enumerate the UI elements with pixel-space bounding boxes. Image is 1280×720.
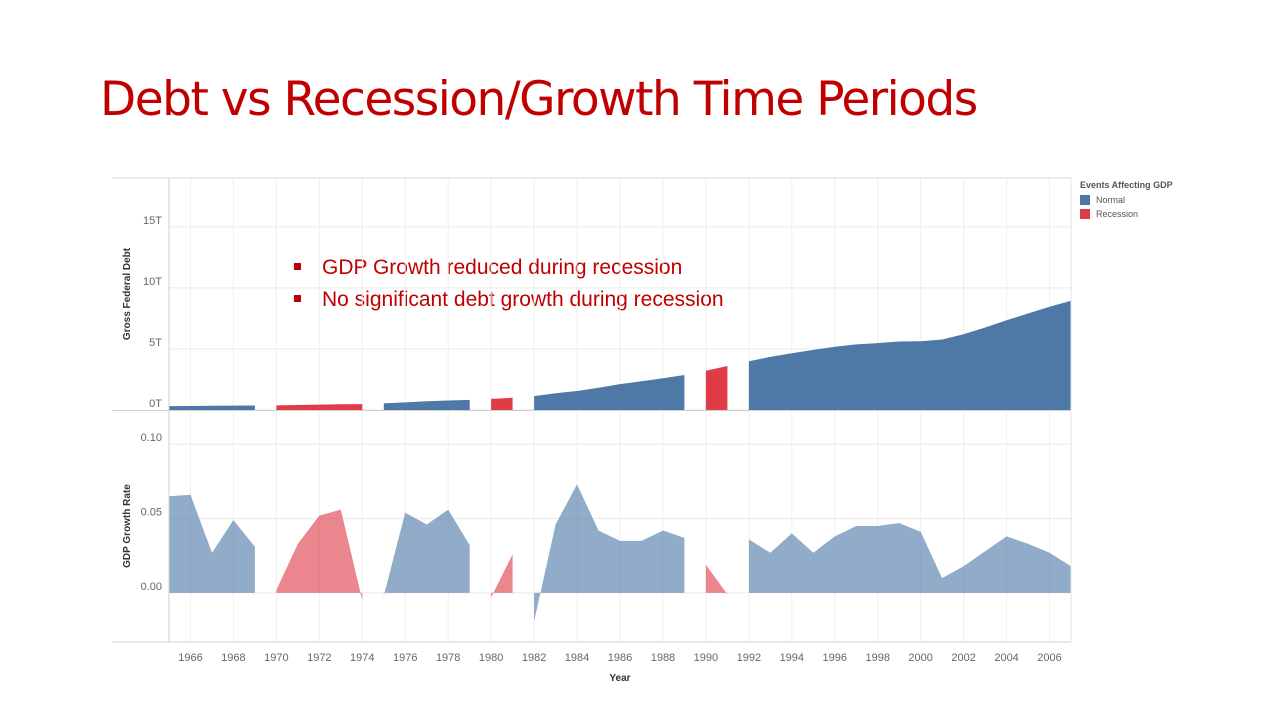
bullet-item: GDP Growth reduced during recession (293, 255, 724, 287)
area-recession-1970 (276, 509, 363, 601)
area-normal-1975 (383, 399, 470, 410)
y-axis-label: GDP Growth Rate (122, 484, 133, 568)
x-tick-label: 1980 (479, 652, 503, 664)
y-tick-label: 5T (149, 337, 162, 349)
area-recession-1970 (276, 404, 363, 410)
area-recession-1980 (491, 554, 513, 598)
area-recession-1990 (705, 564, 728, 595)
area-normal-1975 (383, 509, 470, 596)
chart-legend: Events Affecting GDP Normal Recession (1080, 180, 1173, 221)
area-normal-1992 (748, 300, 1071, 410)
x-tick-label: 1994 (780, 652, 804, 664)
x-tick-label: 1982 (522, 652, 546, 664)
bullet-square-icon (294, 263, 301, 270)
x-tick-label: 1998 (865, 652, 889, 664)
x-tick-label: 1992 (737, 652, 761, 664)
y-tick-label: 0.05 (141, 507, 162, 519)
x-tick-label: 1990 (694, 652, 718, 664)
y-tick-label: 0T (149, 398, 162, 410)
x-tick-label: 1970 (264, 652, 288, 664)
bullet-item: No significant debt growth during recess… (293, 287, 724, 319)
y-tick-label: 10T (143, 276, 162, 288)
area-normal-1992 (748, 523, 1071, 593)
area-recession-1990 (705, 366, 728, 410)
legend-label-normal: Normal (1096, 195, 1126, 205)
x-tick-label: 1966 (178, 652, 202, 664)
x-tick-label: 1976 (393, 652, 417, 664)
x-tick-label: 2006 (1037, 652, 1061, 664)
x-tick-label: 1986 (608, 652, 632, 664)
legend-label-recession: Recession (1096, 209, 1139, 219)
bullet-square-icon (294, 295, 301, 302)
area-normal-1965 (169, 405, 255, 410)
area-normal-1982 (534, 484, 685, 622)
x-tick-label: 1984 (565, 652, 589, 664)
x-tick-label: 1972 (307, 652, 331, 664)
y-tick-label: 15T (143, 215, 162, 227)
legend-item-normal[interactable]: Normal (1080, 193, 1173, 207)
legend-swatch-normal (1080, 195, 1090, 205)
x-tick-label: 2002 (951, 652, 975, 664)
area-recession-1980 (491, 397, 513, 410)
bullet-text: No significant debt growth during recess… (322, 288, 724, 311)
area-normal-1982 (534, 375, 685, 410)
x-axis-label: Year (609, 673, 630, 684)
legend-item-recession[interactable]: Recession (1080, 207, 1173, 221)
x-tick-label: 1968 (221, 652, 245, 664)
x-tick-label: 1978 (436, 652, 460, 664)
legend-swatch-recession (1080, 209, 1090, 219)
area-normal-1965 (169, 494, 255, 593)
legend-title: Events Affecting GDP (1080, 180, 1173, 190)
bullet-text: GDP Growth reduced during recession (322, 256, 683, 279)
x-tick-label: 2000 (908, 652, 932, 664)
y-tick-label: 0.00 (141, 581, 162, 593)
y-tick-label: 0.10 (141, 432, 162, 444)
slide-title: Debt vs Recession/Growth Time Periods (100, 72, 978, 127)
bullet-list: GDP Growth reduced during recession No s… (293, 255, 724, 319)
x-tick-label: 1996 (823, 652, 847, 664)
x-tick-label: 1988 (651, 652, 675, 664)
x-tick-label: 1974 (350, 652, 374, 664)
y-axis-label: Gross Federal Debt (122, 247, 133, 340)
x-tick-label: 2004 (994, 652, 1018, 664)
